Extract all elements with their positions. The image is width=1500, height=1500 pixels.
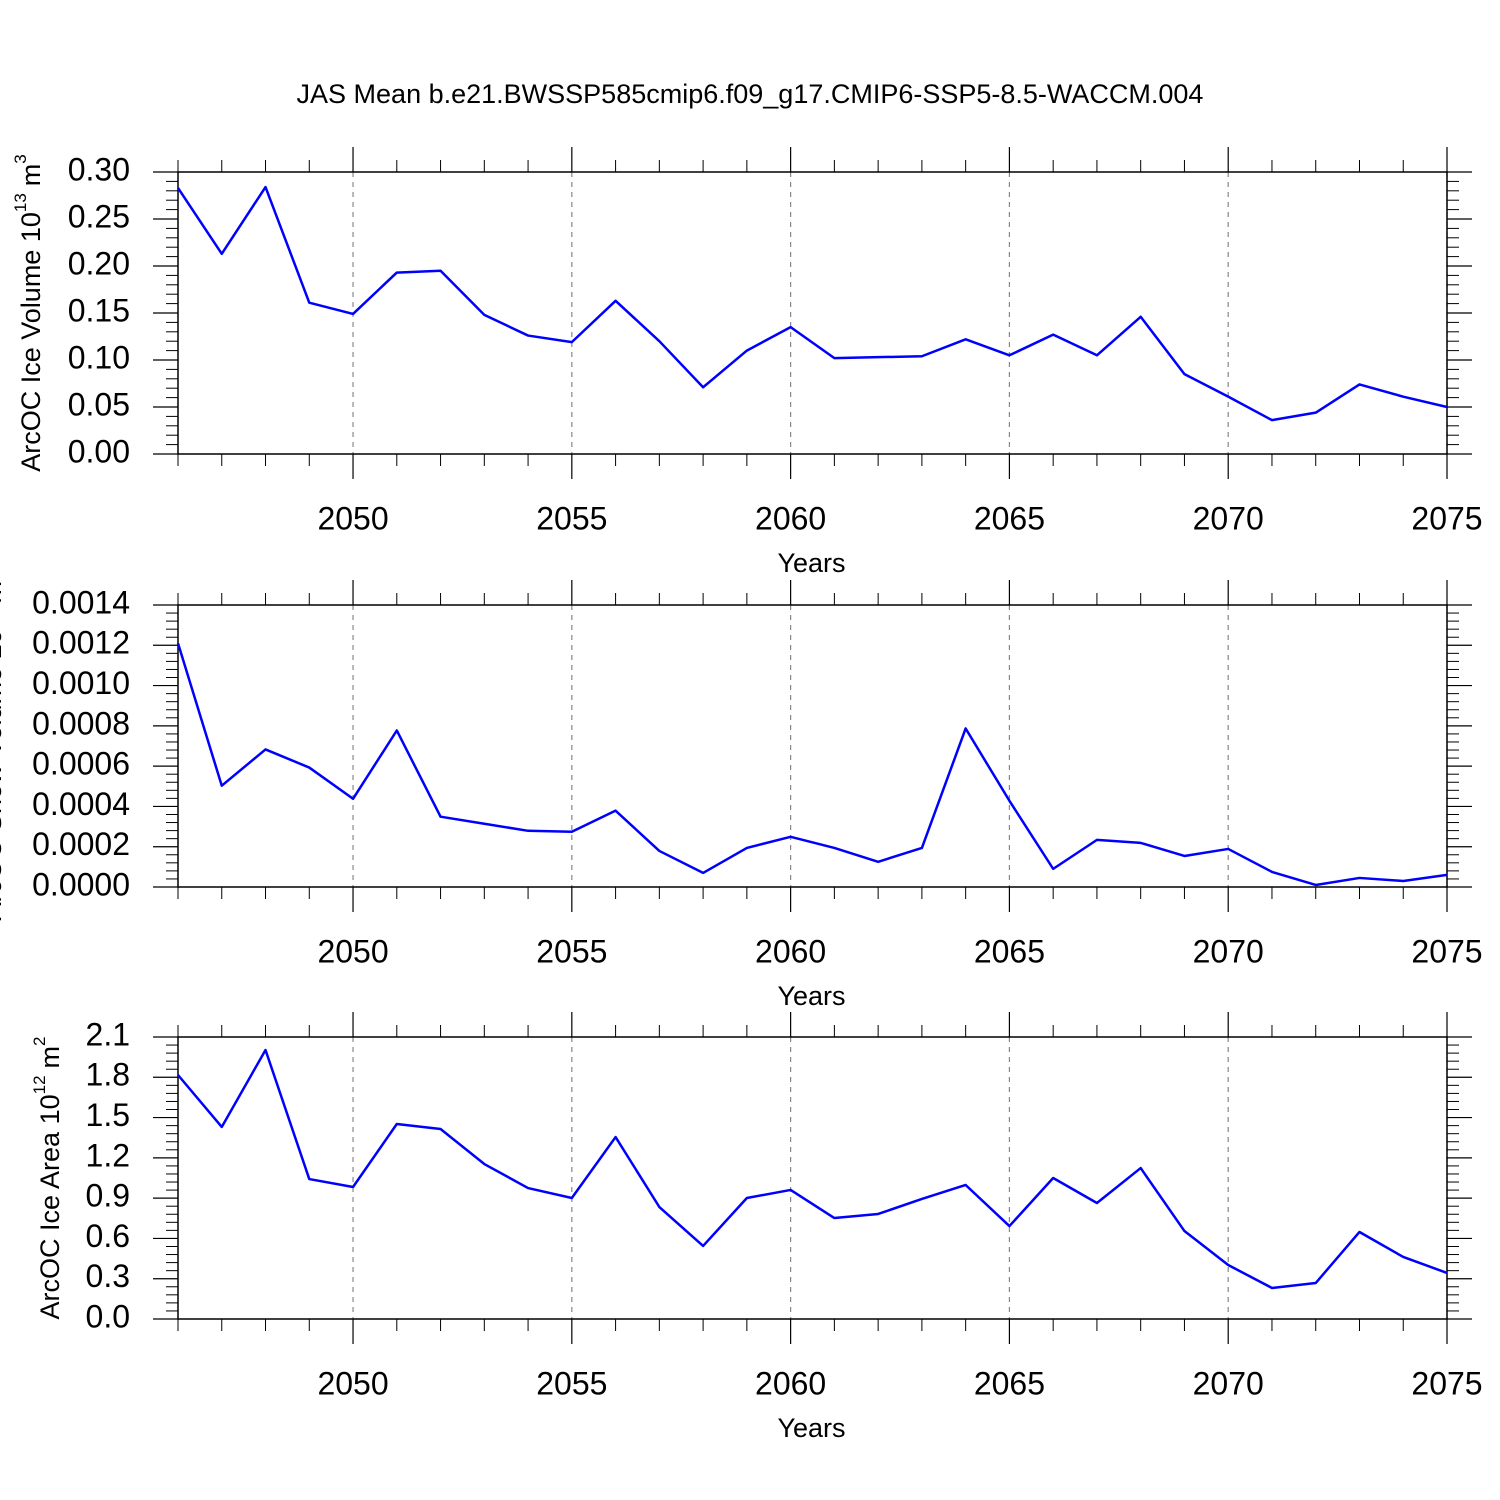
y-tick-label: 0.3 (86, 1258, 130, 1294)
y-tick-label: 1.5 (86, 1097, 130, 1133)
x-tick-label: 2075 (1411, 933, 1482, 969)
y-tick-label: 1.8 (86, 1057, 130, 1093)
y-tick-label: 0.0002 (32, 826, 130, 862)
panel: 2050 2055 2060 2065 2070 2075 0.00 0.05 0.10 0.15… (11, 147, 1483, 578)
y-label-unit: m (16, 164, 46, 187)
y-tick-label: 0.10 (68, 339, 130, 375)
x-tick-label: 2050 (317, 1365, 388, 1401)
x-axis-label: Years (777, 981, 845, 1011)
y-tick-label: 0.15 (68, 292, 130, 328)
y-tick-label: 0.0012 (32, 625, 130, 661)
x-tick-label: 2070 (1193, 1365, 1264, 1401)
x-tick-label: 2060 (755, 933, 826, 969)
y-tick-label: 0.0008 (32, 705, 130, 741)
y-tick-label: 0.0006 (32, 746, 130, 782)
x-tick-label: 2050 (317, 933, 388, 969)
y-tick-label: 2.1 (86, 1016, 130, 1052)
x-tick-label: 2055 (536, 1365, 607, 1401)
y-axis-label: ArcOC Ice Area 1012 m2 (30, 1037, 65, 1320)
y-label-exponent: 13 (11, 193, 30, 212)
data-line (176, 642, 1448, 887)
y-tick-label: 0.9 (86, 1178, 130, 1214)
panel: 2050 2055 2060 2065 2070 2075 0.0 0.3 0.6 0.9 1.2 1… (30, 1012, 1483, 1443)
y-label-text: ArcOC Ice Area 10 (35, 1094, 65, 1319)
y-label-unit: m (35, 1046, 65, 1069)
y-axis-label: ArcOC Ice Volume 1013 m3 (11, 154, 46, 472)
x-tick-label: 2055 (536, 933, 607, 969)
y-tick-label: 0.05 (68, 386, 130, 422)
y-label-text: ArcOC Ice Volume 10 (16, 212, 46, 472)
y-label-exponent: 12 (30, 1075, 49, 1094)
y-tick-label: 0.0004 (32, 786, 130, 822)
x-tick-label: 2070 (1193, 500, 1264, 536)
y-tick-label: 0.20 (68, 245, 130, 281)
x-tick-label: 2075 (1411, 1365, 1482, 1401)
x-tick-label: 2065 (974, 500, 1045, 536)
x-tick-label: 2060 (755, 500, 826, 536)
y-tick-label: 0.0014 (32, 584, 130, 620)
y-label-text: ArcOC Snow Volume 10 (0, 629, 7, 920)
y-tick-label: 1.2 (86, 1137, 130, 1173)
x-axis-label: Years (777, 1413, 845, 1443)
y-label-unit: m (0, 581, 7, 604)
y-label-unit-exponent: 3 (11, 154, 30, 163)
y-tick-label: 0.0 (86, 1298, 130, 1334)
x-tick-label: 2055 (536, 500, 607, 536)
plot-frame (177, 1036, 1448, 1320)
y-label-unit-exponent: 2 (30, 1037, 49, 1046)
y-tick-label: 0.00 (68, 433, 130, 469)
x-tick-label: 2060 (755, 1365, 826, 1401)
x-tick-label: 2065 (974, 1365, 1045, 1401)
y-axis-label: ArcOC Snow Volume 1013m3 (0, 571, 7, 920)
y-tick-label: 0.6 (86, 1218, 130, 1254)
plot-frame (177, 604, 1448, 888)
x-tick-label: 2065 (974, 933, 1045, 969)
x-axis-label: Years (777, 548, 845, 578)
plot-frame (177, 171, 1448, 455)
x-tick-label: 2070 (1193, 933, 1264, 969)
x-tick-label: 2050 (317, 500, 388, 536)
x-tick-label: 2075 (1411, 500, 1482, 536)
data-line (177, 1048, 1448, 1290)
y-tick-label: 0.0000 (32, 866, 130, 902)
panel: 2050 2055 2060 2065 2070 2075 0.0000 0.0002 0.00… (0, 571, 1483, 1011)
y-tick-label: 0.0010 (32, 665, 130, 701)
y-tick-label: 0.30 (68, 151, 130, 187)
figure-title: JAS Mean b.e21.BWSSP585cmip6.f09_g17.CMI… (297, 79, 1204, 109)
data-line (176, 185, 1448, 422)
y-tick-label: 0.25 (68, 198, 130, 234)
